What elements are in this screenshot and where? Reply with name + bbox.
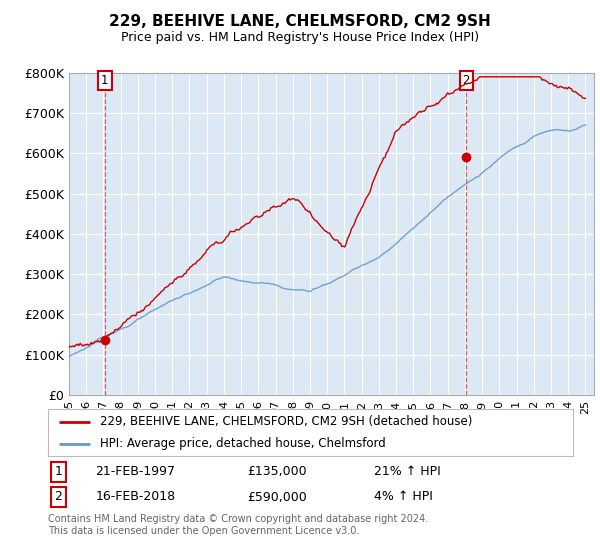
Text: 21% ↑ HPI: 21% ↑ HPI: [373, 465, 440, 478]
Text: 2: 2: [463, 74, 470, 87]
Text: £135,000: £135,000: [248, 465, 307, 478]
Text: Contains HM Land Registry data © Crown copyright and database right 2024.
This d: Contains HM Land Registry data © Crown c…: [48, 514, 428, 536]
Text: 21-FEB-1997: 21-FEB-1997: [95, 465, 175, 478]
Text: Price paid vs. HM Land Registry's House Price Index (HPI): Price paid vs. HM Land Registry's House …: [121, 31, 479, 44]
Text: 1: 1: [55, 465, 62, 478]
Text: 1: 1: [101, 74, 109, 87]
Text: 229, BEEHIVE LANE, CHELMSFORD, CM2 9SH: 229, BEEHIVE LANE, CHELMSFORD, CM2 9SH: [109, 14, 491, 29]
Text: HPI: Average price, detached house, Chelmsford: HPI: Average price, detached house, Chel…: [101, 437, 386, 450]
Text: 4% ↑ HPI: 4% ↑ HPI: [373, 491, 433, 503]
Text: 16-FEB-2018: 16-FEB-2018: [95, 491, 175, 503]
Text: 2: 2: [55, 491, 62, 503]
Text: 229, BEEHIVE LANE, CHELMSFORD, CM2 9SH (detached house): 229, BEEHIVE LANE, CHELMSFORD, CM2 9SH (…: [101, 415, 473, 428]
Text: £590,000: £590,000: [248, 491, 307, 503]
